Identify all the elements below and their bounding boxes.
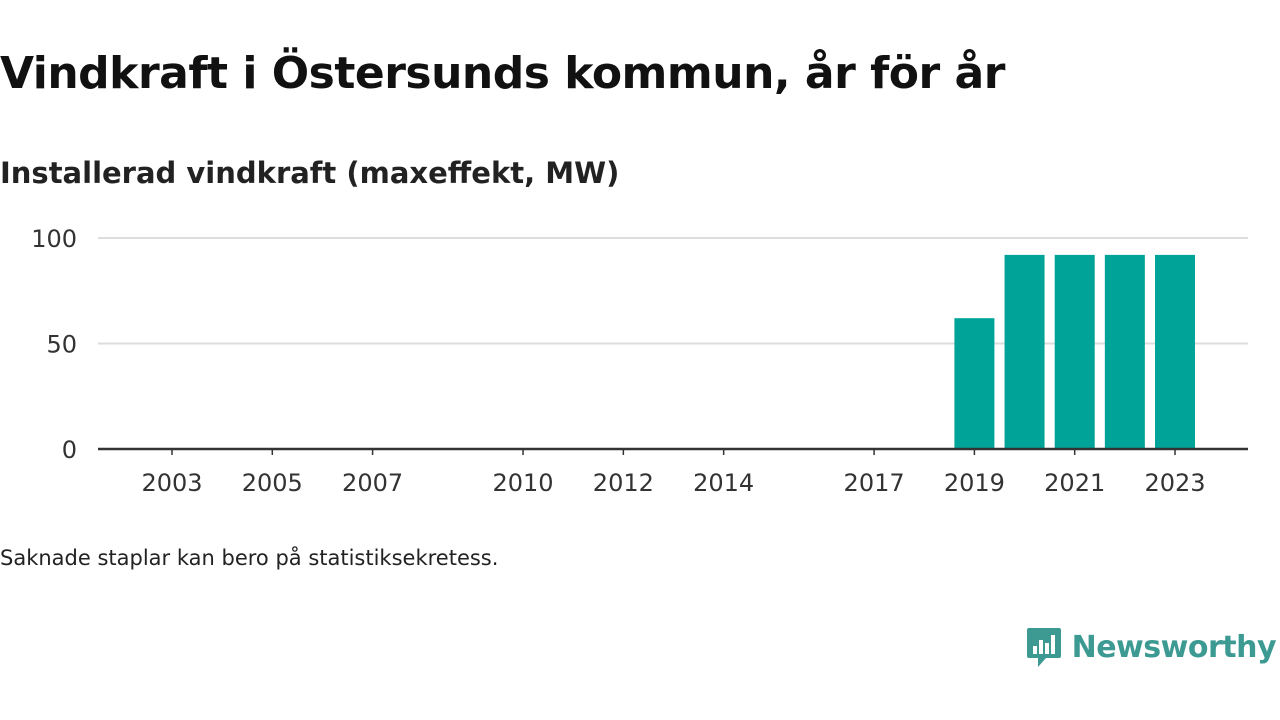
- x-tick-label: 2003: [141, 469, 202, 497]
- x-tick-label: 2017: [844, 469, 905, 497]
- x-tick-label: 2007: [342, 469, 403, 497]
- footnote: Saknade staplar kan bero på statistiksek…: [0, 546, 499, 570]
- bar-2023: [1155, 254, 1195, 449]
- x-tick-label: 2019: [944, 469, 1005, 497]
- x-tick-label: 2010: [493, 469, 554, 497]
- chart-title: Vindkraft i Östersunds kommun, år för år: [0, 48, 1005, 99]
- x-axis-ticks: 2003 2005 2007 2010 2012 2014 2017 2019 2021 2023: [141, 449, 1206, 497]
- newsworthy-brand: Newsworthy: [1026, 626, 1277, 668]
- y-tick-label: 0: [62, 436, 77, 464]
- y-tick-label: 50: [46, 331, 77, 359]
- chart-subtitle: Installerad vindkraft (maxeffekt, MW): [0, 156, 620, 190]
- bar-2022: [1104, 254, 1145, 449]
- y-tick-label: 100: [31, 225, 77, 253]
- x-tick-label: 2023: [1144, 469, 1205, 497]
- x-tick-label: 2014: [693, 469, 754, 497]
- brand-name: Newsworthy: [1071, 629, 1277, 665]
- x-tick-label: 2012: [593, 469, 654, 497]
- y-axis-ticks: 0 50 100: [31, 225, 77, 464]
- bar-2020: [1004, 254, 1045, 449]
- x-tick-label: 2021: [1044, 469, 1105, 497]
- bar-2019: [954, 318, 995, 449]
- x-tick-label: 2005: [242, 469, 303, 497]
- bars: [954, 254, 1195, 449]
- speech-bubble-bar-chart-icon: [1026, 628, 1061, 667]
- bar-2021: [1054, 254, 1095, 449]
